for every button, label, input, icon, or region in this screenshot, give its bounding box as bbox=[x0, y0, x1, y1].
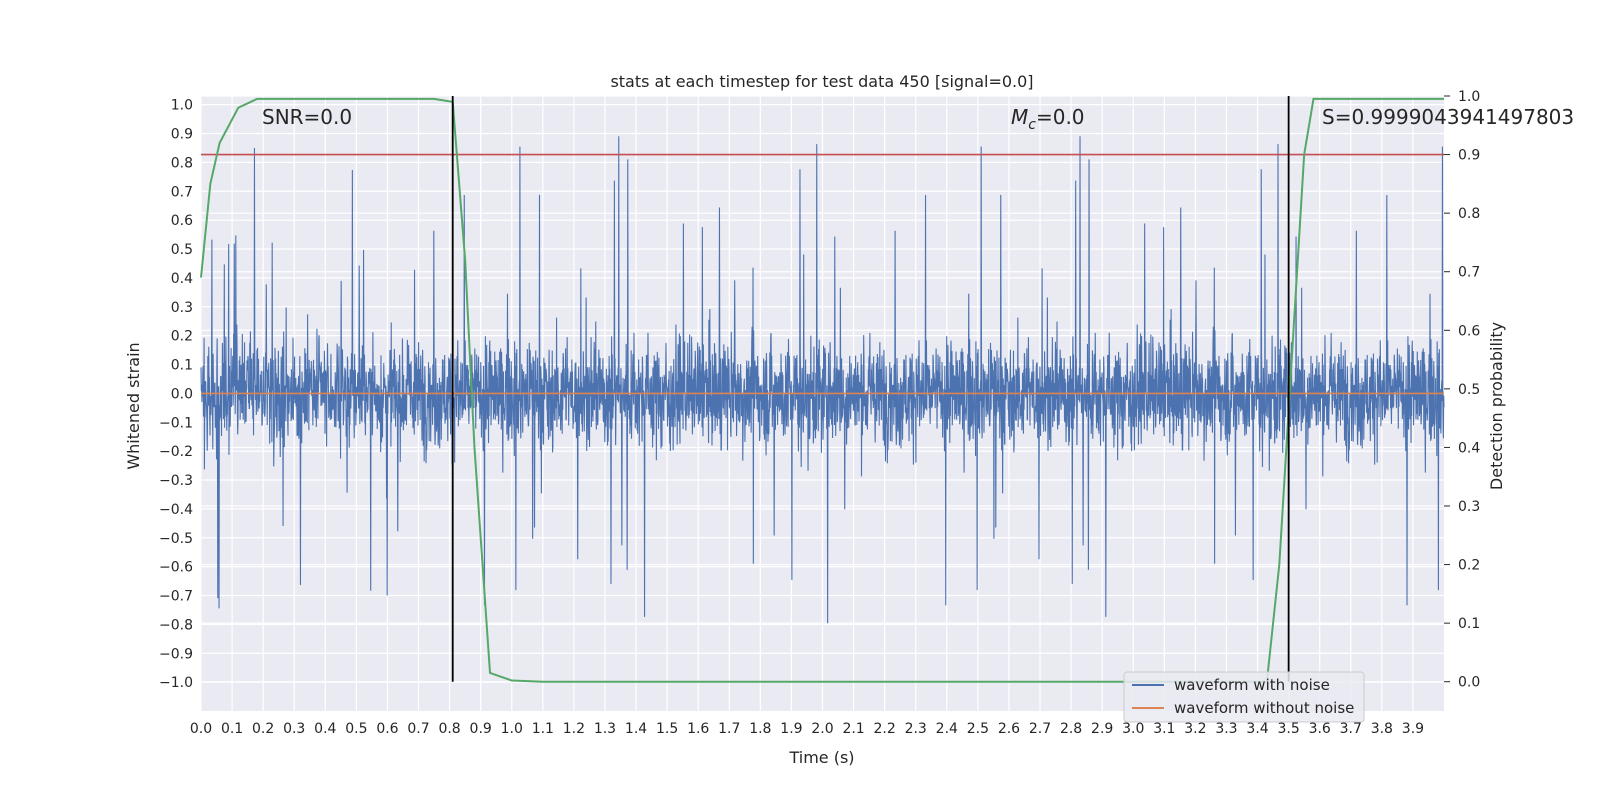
y-tick-label: −0.2 bbox=[159, 444, 193, 460]
x-tick-label: 2.5 bbox=[967, 721, 989, 737]
y2-axis-ticks: 1.0 0.9 0.8 0.7 0.6 0.5 0.4 0.3 0.2 0.1 0.0 bbox=[1444, 89, 1480, 691]
x-tick-label: 1.0 bbox=[501, 721, 523, 737]
y-tick-label: −0.4 bbox=[159, 502, 193, 518]
y-tick-label: −0.5 bbox=[159, 531, 193, 547]
annotation-mc-symbol: M bbox=[1011, 105, 1028, 129]
x-tick-label: 3.6 bbox=[1309, 721, 1331, 737]
x-tick-label: 0.2 bbox=[252, 721, 274, 737]
x-tick-label: 3.9 bbox=[1402, 721, 1424, 737]
x-tick-label: 2.3 bbox=[905, 721, 927, 737]
x-tick-label: 3.8 bbox=[1371, 721, 1393, 737]
y-tick-label: 0.5 bbox=[171, 242, 193, 258]
y-tick-label: −0.6 bbox=[159, 560, 193, 576]
y-tick-label: 0.6 bbox=[171, 213, 193, 229]
series-detection-probability bbox=[200, 97, 1444, 683]
y-tick-label: −0.7 bbox=[159, 589, 193, 605]
y-tick-label: 0.8 bbox=[171, 155, 193, 171]
x-tick-label: 0.4 bbox=[314, 721, 336, 737]
y-axis-ticks: 1.0 0.9 0.8 0.7 0.6 0.5 0.4 0.3 0.2 0.1 0.0 −0.1 −0.… bbox=[159, 98, 193, 691]
x-axis-label: Time (s) bbox=[788, 748, 854, 767]
y-tick-label: −1.0 bbox=[159, 675, 193, 691]
y-tick-label: 0.4 bbox=[171, 271, 193, 287]
chart-title: stats at each timestep for test data 450… bbox=[610, 72, 1033, 91]
x-tick-label: 1.9 bbox=[780, 721, 802, 737]
annotation-mc: Mc=0.0 bbox=[1011, 105, 1085, 133]
x-tick-label: 0.7 bbox=[407, 721, 429, 737]
y2-axis-label: Detection probability bbox=[1487, 322, 1506, 490]
x-tick-label: 1.3 bbox=[594, 721, 616, 737]
x-tick-label: 2.4 bbox=[936, 721, 958, 737]
y2-tick-label: 0.3 bbox=[1458, 499, 1480, 515]
y-tick-label: 0.0 bbox=[171, 386, 193, 402]
y2-tick-label: 0.2 bbox=[1458, 558, 1480, 574]
x-tick-label: 2.9 bbox=[1091, 721, 1113, 737]
y-tick-label: −0.8 bbox=[159, 617, 193, 633]
y-tick-label: 1.0 bbox=[171, 98, 193, 114]
x-tick-label: 0.6 bbox=[376, 721, 398, 737]
y2-tick-label: 0.4 bbox=[1458, 440, 1480, 456]
annotation-snr: SNR=0.0 bbox=[262, 105, 352, 129]
marker-lines bbox=[451, 96, 1290, 682]
x-tick-label: 2.6 bbox=[998, 721, 1020, 737]
x-tick-label: 0.1 bbox=[221, 721, 243, 737]
y-tick-label: 0.3 bbox=[171, 300, 193, 316]
y-axis-label: Whitened strain bbox=[124, 342, 143, 469]
x-tick-label: 3.2 bbox=[1184, 721, 1206, 737]
x-tick-label: 0.8 bbox=[438, 721, 460, 737]
y-tick-label: 0.1 bbox=[171, 358, 193, 374]
y-tick-label: −0.3 bbox=[159, 473, 193, 489]
x-tick-label: 2.7 bbox=[1029, 721, 1051, 737]
x-tick-label: 1.4 bbox=[625, 721, 647, 737]
x-tick-label: 1.7 bbox=[718, 721, 740, 737]
x-tick-label: 1.2 bbox=[563, 721, 585, 737]
x-tick-label: 2.0 bbox=[811, 721, 833, 737]
x-tick-label: 3.5 bbox=[1277, 721, 1299, 737]
annotation-mc-value: =0.0 bbox=[1036, 105, 1085, 129]
x-tick-label: 0.0 bbox=[190, 721, 212, 737]
legend-label-noise: waveform with noise bbox=[1174, 676, 1330, 694]
y2-tick-label: 0.6 bbox=[1458, 323, 1480, 339]
y-tick-label: −0.9 bbox=[159, 646, 193, 662]
x-axis-ticks: 0.0 0.1 0.2 0.3 0.4 0.5 0.6 0.7 0.8 0.9 1.0 1.1 1.2 1… bbox=[190, 721, 1424, 737]
x-tick-label: 0.5 bbox=[345, 721, 367, 737]
noise-waveform-line bbox=[200, 136, 1445, 624]
legend-label-clean: waveform without noise bbox=[1174, 699, 1354, 717]
series-waveform-with-noise bbox=[200, 136, 1445, 624]
y2-tick-label: 0.5 bbox=[1458, 382, 1480, 398]
x-tick-label: 2.2 bbox=[874, 721, 896, 737]
x-tick-label: 2.8 bbox=[1060, 721, 1082, 737]
x-tick-label: 1.6 bbox=[687, 721, 709, 737]
x-tick-label: 1.8 bbox=[749, 721, 771, 737]
annotation-s: S=0.9999043941497803 bbox=[1322, 105, 1574, 129]
y-tick-label: 0.7 bbox=[171, 184, 193, 200]
y-tick-label: −0.1 bbox=[159, 415, 193, 431]
x-tick-label: 1.1 bbox=[532, 721, 554, 737]
y2-tick-label: 1.0 bbox=[1458, 89, 1480, 105]
y-tick-label: 0.2 bbox=[171, 329, 193, 345]
legend-box bbox=[1123, 671, 1365, 723]
annotation-mc-subscript: c bbox=[1028, 117, 1036, 133]
x-tick-label: 1.5 bbox=[656, 721, 678, 737]
x-tick-label: 2.1 bbox=[842, 721, 864, 737]
x-tick-label: 3.1 bbox=[1153, 721, 1175, 737]
x-tick-label: 0.3 bbox=[283, 721, 305, 737]
y2-tick-label: 0.0 bbox=[1458, 675, 1480, 691]
x-tick-label: 3.3 bbox=[1215, 721, 1237, 737]
probability-line bbox=[200, 97, 1444, 683]
y-tick-label: 0.9 bbox=[171, 127, 193, 143]
y2-tick-label: 0.7 bbox=[1458, 265, 1480, 281]
y2-tick-label: 0.1 bbox=[1458, 616, 1480, 632]
legend: waveform with noise waveform without noi… bbox=[1123, 671, 1365, 723]
y2-tick-label: 0.8 bbox=[1458, 206, 1480, 222]
x-tick-label: 3.4 bbox=[1246, 721, 1268, 737]
y2-tick-label: 0.9 bbox=[1458, 148, 1480, 164]
x-tick-label: 3.7 bbox=[1340, 721, 1362, 737]
x-tick-label: 3.0 bbox=[1122, 721, 1144, 737]
x-tick-label: 0.9 bbox=[470, 721, 492, 737]
